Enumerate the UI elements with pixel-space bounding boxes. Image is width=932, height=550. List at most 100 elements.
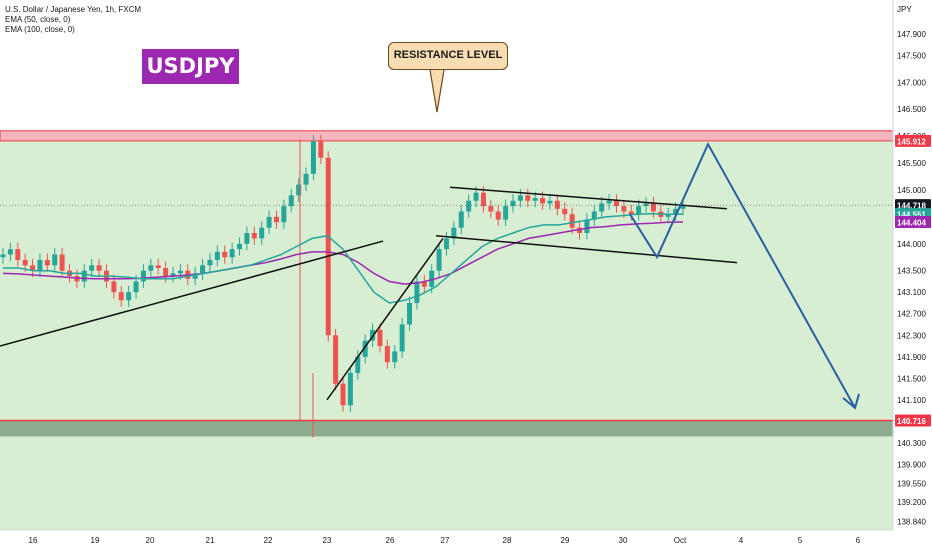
x-tick-label: 22: [264, 536, 273, 545]
candle-body: [347, 372, 353, 406]
candle-body: [606, 200, 612, 204]
candle-body: [126, 292, 132, 301]
candle-body: [584, 219, 590, 234]
candle-body: [569, 214, 575, 228]
candle-body: [540, 198, 546, 204]
x-tick-label: Oct: [674, 536, 687, 545]
candle-body: [443, 238, 449, 250]
candle-body: [554, 200, 560, 209]
candle-body: [15, 249, 21, 260]
symbol-badge: USDJPY: [142, 49, 239, 84]
candle-body: [251, 233, 257, 239]
candle-body: [140, 270, 146, 282]
y-tick-label: 139.900: [897, 460, 926, 469]
resistance-callout: RESISTANCE LEVEL: [388, 42, 508, 70]
candle-body: [37, 259, 43, 271]
y-tick-label: 145.000: [897, 186, 926, 195]
y-tick-label: 141.900: [897, 353, 926, 362]
candle-body: [325, 157, 331, 336]
candle-body: [170, 273, 176, 277]
candle-body: [517, 195, 523, 201]
ema100-legend: EMA (100, close, 0): [5, 25, 75, 34]
x-tick-label: 26: [386, 536, 395, 545]
symbol-info: U.S. Dollar / Japanese Yen, 1h, FXCM EMA…: [5, 5, 141, 35]
candle-body: [503, 206, 509, 220]
x-tick-label: 4: [739, 536, 744, 545]
time-axis-bg: [0, 530, 932, 550]
resistance-zone: [0, 130, 894, 142]
trendline-rising-support-1: [0, 240, 384, 347]
y-tick-label: 144.000: [897, 240, 926, 249]
candle-body: [429, 270, 435, 287]
candle-body: [525, 195, 531, 201]
y-tick-label: 143.500: [897, 267, 926, 276]
x-tick-label: 5: [798, 536, 803, 545]
candle-body: [495, 211, 501, 220]
x-tick-label: 23: [323, 536, 332, 545]
y-tick-label: 143.100: [897, 288, 926, 297]
x-tick-label: 30: [619, 536, 628, 545]
candle-body: [392, 351, 398, 363]
x-tick-label: 16: [29, 536, 38, 545]
candle-body: [451, 227, 457, 239]
y-tick-label: 147.500: [897, 51, 926, 60]
y-tick-label: 147.900: [897, 30, 926, 39]
x-tick-label: 19: [91, 536, 100, 545]
trendline-rising-channel: [326, 237, 444, 401]
support-price-label: 140.716: [897, 417, 926, 426]
y-tick-label: 142.300: [897, 331, 926, 340]
axis-unit: JPY: [897, 5, 912, 14]
x-tick-label: 6: [856, 536, 861, 545]
y-tick-label: 146.500: [897, 105, 926, 114]
candle-body: [111, 281, 117, 293]
candle-body: [273, 216, 279, 223]
candle-body: [118, 292, 124, 301]
trend-area-shading: [0, 140, 893, 530]
candle-body: [466, 200, 472, 212]
candle-body: [340, 383, 346, 406]
candle-body: [288, 195, 294, 207]
symbol-title: U.S. Dollar / Japanese Yen, 1h, FXCM: [5, 5, 142, 14]
price-axis-bg: [893, 0, 932, 550]
candle-body: [355, 356, 361, 373]
candle-body: [643, 203, 649, 207]
callout-pointer: [429, 69, 445, 113]
candle-body: [636, 206, 642, 215]
candle-body: [458, 211, 464, 228]
y-tick-label: 141.500: [897, 374, 926, 383]
ema100-price-label-bg: [895, 216, 931, 229]
candle-body: [259, 227, 265, 239]
candle-body: [547, 200, 553, 204]
ema50-legend: EMA (50, close, 0): [5, 15, 71, 24]
candle-body: [510, 200, 516, 207]
candle-body: [192, 273, 198, 279]
candle-body: [480, 192, 486, 207]
candle-body: [222, 251, 228, 258]
y-tick-label: 140.300: [897, 439, 926, 448]
candle-body: [310, 141, 316, 174]
candle-body: [562, 208, 568, 215]
candle-body: [377, 329, 383, 347]
candle-body: [44, 259, 50, 266]
candle-body: [665, 214, 671, 217]
candle-body: [303, 173, 309, 185]
candle-body: [214, 251, 220, 260]
candle-body: [296, 184, 302, 196]
x-tick-label: 29: [561, 536, 570, 545]
ema100-line: [2, 221, 684, 285]
candle-body: [488, 206, 494, 212]
support-price-label-bg: [895, 414, 931, 427]
candle-body: [0, 254, 6, 258]
candle-body: [532, 198, 538, 201]
ema50-line: [3, 212, 683, 304]
candle-body: [281, 206, 287, 223]
candle-body: [407, 302, 413, 325]
candle-body: [421, 281, 427, 287]
y-tick-label: 139.200: [897, 498, 926, 507]
x-tick-labels: 16 19 20 21 22 23 26 27 28 29 30 Oct 4 5 6: [29, 536, 861, 545]
candle-body: [96, 265, 102, 271]
candle-body: [266, 216, 272, 228]
y-tick-label: 138.840: [897, 517, 926, 526]
